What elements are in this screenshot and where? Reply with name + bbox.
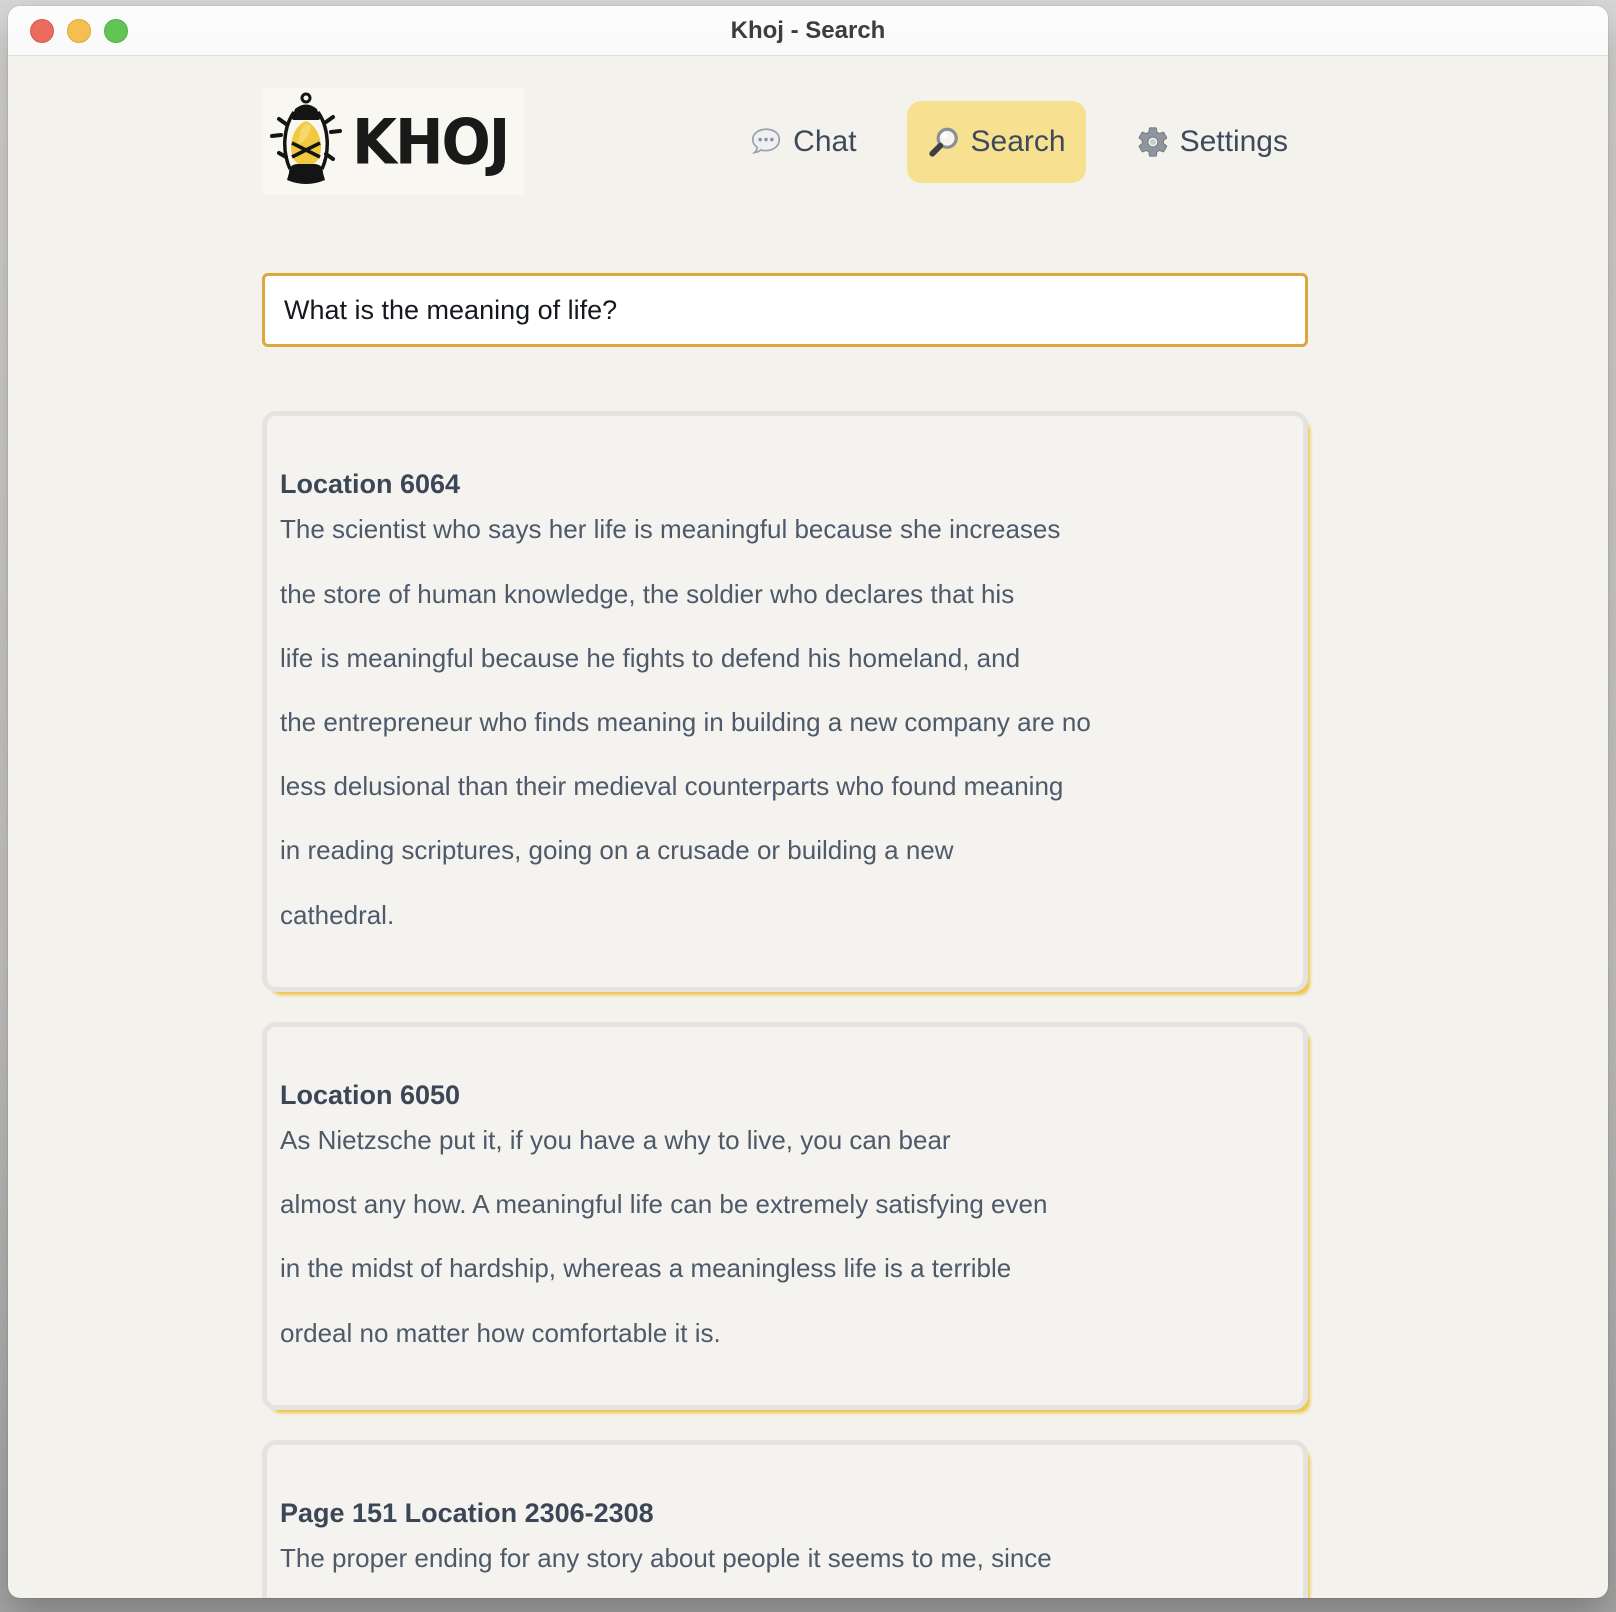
result-text-line: in the midst of hardship, whereas a mean… (280, 1253, 1012, 1284)
nav-settings-label: Settings (1179, 124, 1288, 158)
traffic-lights (30, 18, 128, 43)
minimize-window-button[interactable] (67, 18, 91, 43)
search-input[interactable] (262, 273, 1308, 347)
page-body[interactable]: KHOJ Chat (8, 56, 1608, 1598)
result-text-line: cathedral. (280, 899, 395, 930)
brand-wordmark: KHOJ (352, 104, 510, 179)
lantern-icon (268, 92, 344, 191)
magnifier-icon (927, 125, 961, 159)
main-nav: Chat Search (729, 100, 1308, 183)
nav-item-chat[interactable]: Chat (729, 101, 876, 183)
result-location-heading: Location 6050 (280, 1079, 461, 1110)
result-text-line: almost any how. A meaningful life can be… (280, 1189, 1048, 1220)
app-window: Khoj - Search (8, 6, 1608, 1598)
nav-chat-label: Chat (793, 124, 857, 158)
result-card: Location 6064 The scientist who says her… (262, 411, 1308, 992)
maximize-window-button[interactable] (104, 18, 128, 43)
result-text-line: the store of human knowledge, the soldie… (280, 578, 1015, 609)
close-window-button[interactable] (30, 18, 54, 43)
nav-item-settings[interactable]: Settings (1116, 101, 1308, 183)
result-location-heading: Page 151 Location 2306-2308 (280, 1497, 654, 1528)
chat-bubble-icon (749, 125, 783, 159)
result-text-line: less delusional than their medieval coun… (280, 771, 1064, 802)
search-results: Location 6064 The scientist who says her… (262, 411, 1308, 1598)
window-title: Khoj - Search (730, 16, 886, 44)
result-text-line: the entrepreneur who finds meaning in bu… (280, 706, 1091, 737)
result-text-line: ordeal no matter how comfortable it is. (280, 1317, 721, 1348)
result-card: Location 6050 As Nietzsche put it, if yo… (262, 1021, 1308, 1410)
gear-icon (1136, 125, 1170, 159)
result-text-line: As Nietzsche put it, if you have a why t… (280, 1125, 951, 1156)
result-text-line: life is meaningful because he fights to … (280, 642, 1021, 673)
app-header: KHOJ Chat (262, 88, 1308, 195)
window-titlebar[interactable]: Khoj - Search (8, 6, 1608, 56)
result-card: Page 151 Location 2306-2308 The proper e… (262, 1439, 1308, 1598)
result-location-heading: Location 6064 (280, 469, 461, 499)
nav-item-search[interactable]: Search (906, 100, 1086, 183)
result-text-line: The scientist who says her life is meani… (280, 514, 1061, 545)
result-text-line: The proper ending for any story about pe… (280, 1543, 1052, 1574)
result-text-line: in reading scriptures, going on a crusad… (280, 835, 954, 866)
nav-search-label: Search (970, 124, 1066, 158)
khoj-logo: KHOJ (262, 88, 525, 195)
